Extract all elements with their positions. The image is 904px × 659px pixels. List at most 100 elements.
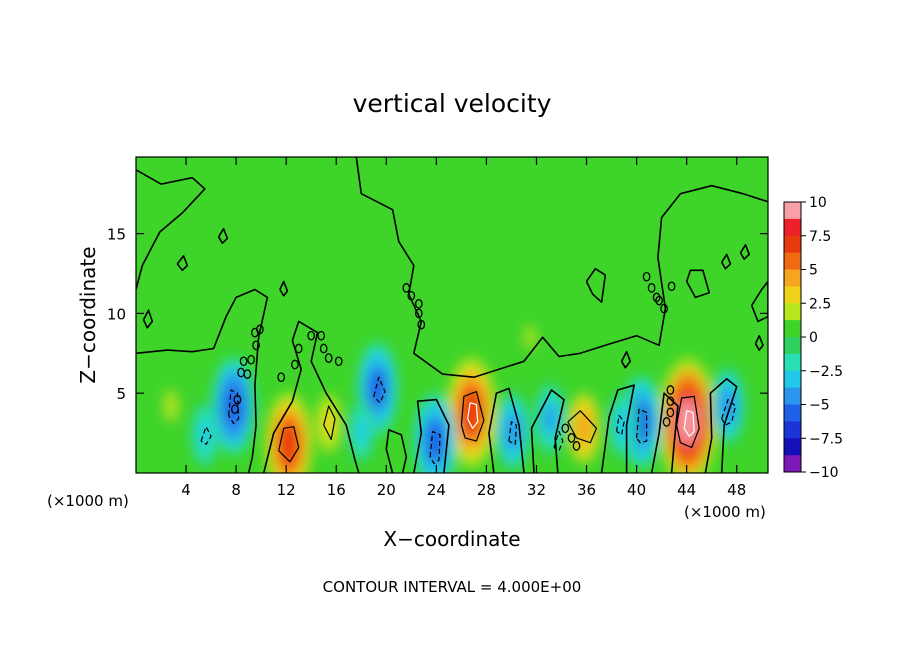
contour-loop-32 <box>277 372 286 383</box>
x-tick-label-10: 44 <box>677 481 696 499</box>
velocity-cell-9-ring-5 <box>427 423 443 459</box>
contour-line-23 <box>323 405 336 441</box>
x-tick-label-11: 48 <box>727 481 746 499</box>
contour-line-8 <box>600 384 635 473</box>
colorbar-label-6: −5 <box>809 398 830 414</box>
x-unit-right: (×1000 m) <box>684 503 766 521</box>
colorbar-swatch-11 <box>784 387 801 405</box>
contour-line-26 <box>676 395 700 449</box>
contour-line-12 <box>685 269 710 299</box>
colorbar-label-4: 0 <box>809 330 818 346</box>
contour-interval-note: CONTOUR INTERVAL = 4.000E+00 <box>323 578 582 596</box>
contour-line-17 <box>279 280 289 297</box>
contour-line-6 <box>488 387 525 473</box>
x-unit-left: (×1000 m) <box>47 492 129 510</box>
x-tick-label-6: 28 <box>477 481 496 499</box>
y-axis: 5 10 15 <box>107 226 768 403</box>
contour-line-36 <box>636 408 648 444</box>
colorbar-swatch-1 <box>784 218 801 237</box>
velocity-cell-3-ring-5 <box>577 413 591 443</box>
colorbar-swatch-14 <box>784 438 801 456</box>
contour-line-31 <box>373 376 386 404</box>
y-tick-label-1: 10 <box>107 305 126 323</box>
contour-loop-20 <box>642 271 651 282</box>
x-tick-label-5: 24 <box>427 481 446 499</box>
contour-loop-13 <box>407 290 416 301</box>
contour-line-20 <box>739 244 750 260</box>
contour-loop-34 <box>231 404 239 415</box>
contour-line-15 <box>176 255 189 272</box>
contour-loop-21 <box>647 283 656 293</box>
plot-area <box>136 157 768 473</box>
colorbar-label-0: 10 <box>809 195 827 211</box>
contour-line-11 <box>585 267 607 303</box>
y-tick-label-2: 15 <box>107 226 126 244</box>
contour-line-32 <box>429 430 441 464</box>
contour-loop-23 <box>666 385 675 395</box>
velocity-cell-14-ring-5 <box>721 391 735 421</box>
colorbar-swatch-0 <box>784 202 801 220</box>
colorbar-swatch-15 <box>784 455 801 473</box>
contour-loop-17 <box>561 423 570 434</box>
contour-line-30 <box>200 426 212 445</box>
contour-line-33 <box>508 421 518 445</box>
colorbar-label-7: −7.5 <box>809 431 843 447</box>
contour-line-14 <box>142 309 154 329</box>
colorbar-label-1: 7.5 <box>809 229 831 245</box>
contour-loop-12 <box>402 283 411 293</box>
contour-loop-15 <box>414 308 423 319</box>
velocity-cell-13-ring-5 <box>617 412 629 438</box>
contour-loop-16 <box>417 319 426 330</box>
contour-line-16 <box>217 228 229 244</box>
contour-line-9 <box>650 392 679 473</box>
contour-loop-7 <box>307 330 316 341</box>
contour-loop-10 <box>324 353 333 363</box>
x-axis: 4 8 12 16 20 24 28 32 36 40 44 48 <box>181 157 746 499</box>
x-tick-label-4: 20 <box>377 481 396 499</box>
contour-line-37 <box>721 399 737 426</box>
colorbar-swatch-9 <box>784 353 801 372</box>
contour-loop-26 <box>662 417 671 427</box>
colorbar-swatch-13 <box>784 421 801 439</box>
velocity-cell-0-ring-5 <box>280 425 298 463</box>
plot-frame <box>135 156 769 474</box>
colorbar-swatch-12 <box>784 404 801 422</box>
contour-loop-25 <box>666 407 675 418</box>
colorbar-swatch-8 <box>784 337 801 355</box>
contour-line-25 <box>567 410 598 444</box>
y-axis-label: Z−coordinate <box>76 246 100 383</box>
contour-line-27 <box>467 402 479 429</box>
x-tick-label-7: 32 <box>527 481 546 499</box>
colorbar: 10 7.5 5 2.5 0 −2.5 −5 −7.5 −10 <box>783 195 843 481</box>
x-tick-label-8: 36 <box>577 481 596 499</box>
contour-loop-28 <box>660 303 668 314</box>
contour-loop-6 <box>256 324 264 335</box>
velocity-cell-15-ring-5 <box>167 396 175 416</box>
contour-loop-27 <box>655 295 663 306</box>
contour-loop-4 <box>252 340 260 351</box>
x-tick-label-2: 12 <box>277 481 296 499</box>
colorbar-label-3: 2.5 <box>809 296 831 312</box>
colorbar-swatch-5 <box>784 286 801 304</box>
contour-line-19 <box>721 253 732 270</box>
contour-loop-8 <box>317 330 326 341</box>
contour-line-3 <box>262 320 360 473</box>
contour-loop-2 <box>243 369 252 379</box>
velocity-cell-16-ring-5 <box>526 328 534 347</box>
contour-line-13 <box>750 280 768 323</box>
contour-loop-9 <box>319 343 328 354</box>
contour-loop-31 <box>294 343 303 354</box>
y-tick-label-0: 5 <box>116 385 126 403</box>
contour-loop-18 <box>567 433 576 443</box>
contour-line-10 <box>704 378 738 473</box>
colorbar-swatch-3 <box>784 252 801 270</box>
contour-loop-24 <box>666 396 675 407</box>
colorbar-label-5: −2.5 <box>809 364 843 380</box>
velocity-cell-4-ring-5 <box>677 398 699 445</box>
velocity-cell-2-ring-5 <box>462 392 481 433</box>
x-axis-label: X−coordinate <box>383 527 520 551</box>
contour-line-35 <box>616 414 625 436</box>
contour-line-29 <box>228 389 240 425</box>
colorbar-swatch-2 <box>784 235 801 254</box>
